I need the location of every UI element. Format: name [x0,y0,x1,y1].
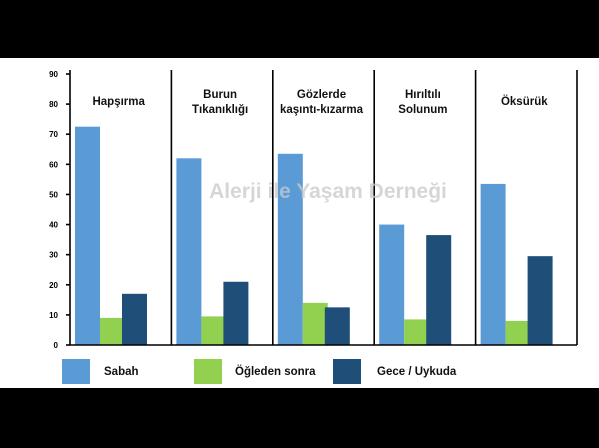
watermark-text: Alerji ile Yaşam Derneği [209,180,447,203]
bar-gece-uykuda [426,235,452,345]
y-tick-label: 20 [49,281,58,290]
legend-swatch [333,359,361,384]
legend-label: Gece / Uykuda [377,366,457,378]
chart-panel: 0 10 20 30 40 50 60 70 80 90 Hapşırma Burun Tıkanık… [0,58,599,388]
bar-gece-uykuda [122,293,147,345]
category-label: Gözlerde kaşıntı-kızarma [280,89,364,116]
bar-sabah [176,158,202,345]
bar-chart: 0 10 20 30 40 50 60 70 80 90 Hapşırma Burun Tıkanık… [49,70,578,384]
group-labels-layer: Hapşırma Burun Tıkanıklığı Gözlerde kaşıntı-… [92,89,548,116]
bar--leden-sonra [505,320,531,345]
legend-swatch [194,359,222,384]
category-label: Öksürük [501,95,548,108]
y-tick-label: 90 [49,70,58,79]
bar-gece-uykuda [324,307,350,345]
bar-sabah [75,126,100,345]
category-label: Hırıltılı Solunum [398,89,447,116]
category-label: Hapşırma [92,96,145,108]
bar--leden-sonra [404,319,430,345]
y-tick-label: 0 [54,341,59,350]
axes-layer: 0 10 20 30 40 50 60 70 80 90 [49,70,578,350]
y-tick-label: 70 [49,130,58,139]
legend-label: Öğleden sonra [235,365,316,378]
y-tick-label: 30 [49,251,58,260]
bars-layer [75,126,553,345]
legend-swatch [62,359,90,384]
y-tick-label: 60 [49,160,58,169]
bar-sabah [379,224,405,345]
bar-sabah [480,183,506,345]
y-tick-label: 80 [49,100,58,109]
bar--leden-sonra [302,302,328,345]
bar--leden-sonra [100,317,125,345]
bar--leden-sonra [201,316,227,345]
y-tick-label: 10 [49,311,58,320]
bar-gece-uykuda [223,281,249,345]
bar-gece-uykuda [527,256,553,345]
category-label: Burun Tıkanıklığı [192,89,248,116]
y-tick-label: 50 [49,190,58,199]
bar-sabah [277,153,303,345]
legend-label: Sabah [104,366,139,378]
legend: Sabah Öğleden sonra Gece / Uykuda [62,359,457,384]
y-tick-label: 40 [49,221,58,230]
